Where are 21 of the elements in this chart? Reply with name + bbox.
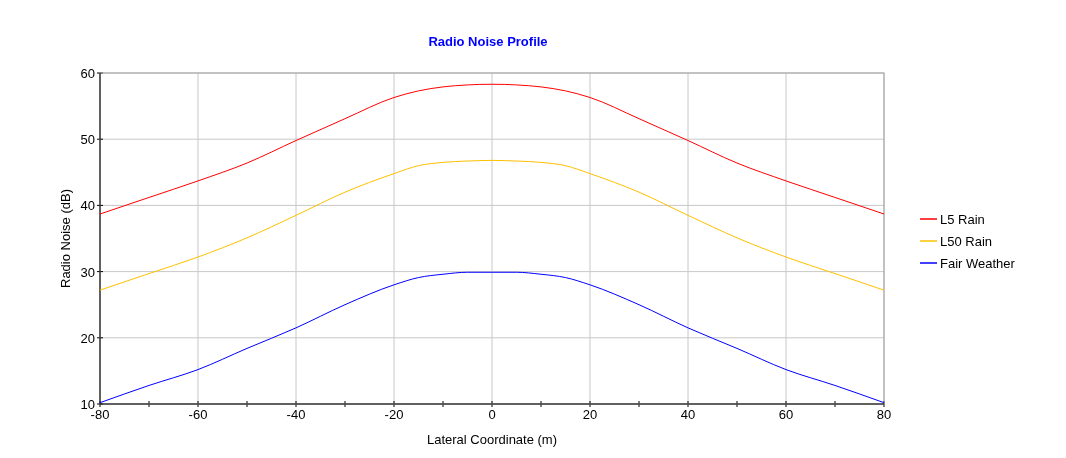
- y-axis-title: Radio Noise (dB): [58, 189, 73, 288]
- legend-label: L5 Rain: [940, 212, 985, 227]
- x-tick-label: 40: [680, 407, 696, 422]
- chart-title: Radio Noise Profile: [428, 34, 548, 49]
- y-tick-label: 60: [80, 66, 95, 81]
- legend-label: Fair Weather: [940, 256, 1016, 271]
- x-tick-label: -40: [286, 407, 306, 422]
- legend-label: L50 Rain: [940, 234, 993, 249]
- x-tick-label: -60: [188, 407, 208, 422]
- line-series: [99, 83, 885, 215]
- y-tick-label: 40: [80, 198, 95, 214]
- line-series: [99, 159, 885, 291]
- x-tick-label: 60: [778, 407, 794, 422]
- y-tick-label: 50: [80, 132, 95, 148]
- x-tick-label: 20: [582, 407, 598, 422]
- y-tick-label: 20: [80, 330, 95, 346]
- x-tick-label: -20: [384, 407, 404, 422]
- x-axis-title: Lateral Coordinate (m): [426, 432, 558, 447]
- y-tick-label: 30: [80, 264, 95, 280]
- x-tick-label: 80: [876, 407, 892, 422]
- x-tick-label: 0: [488, 407, 496, 422]
